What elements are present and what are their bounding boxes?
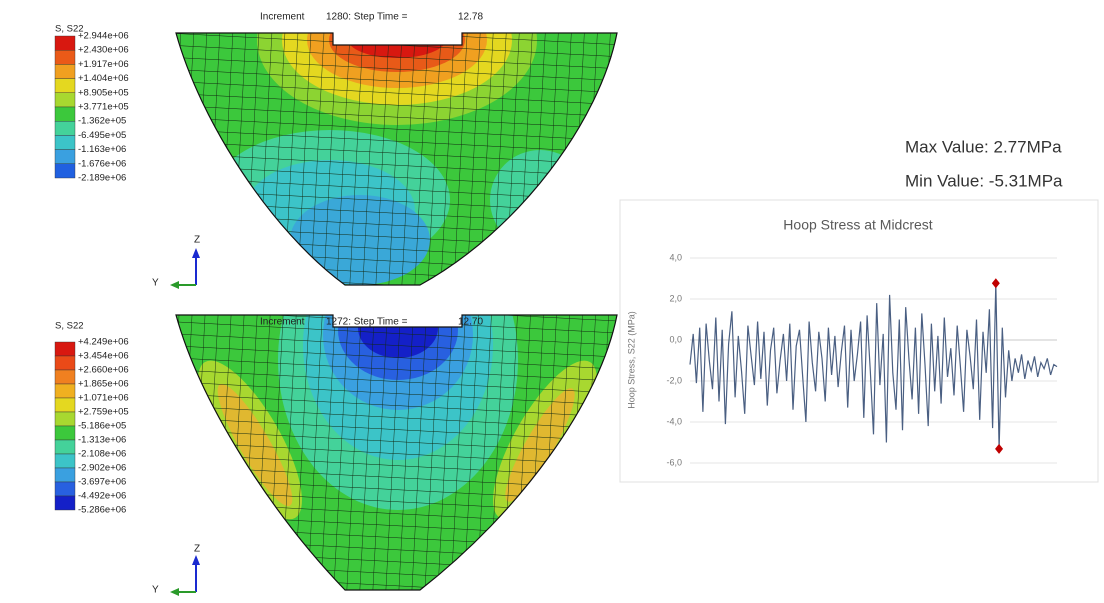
legend-swatch — [54, 50, 76, 65]
legend-swatch — [54, 425, 76, 441]
legend-swatch — [54, 481, 76, 497]
legend-label: -6.495e+05 — [78, 130, 126, 141]
max-annotation: Max Value: 2.77MPa — [905, 137, 1062, 156]
legend-swatch — [54, 106, 76, 122]
legend-swatch — [54, 149, 76, 165]
legend-label: -1.676e+06 — [78, 158, 126, 169]
contour-plot — [176, 33, 617, 285]
y-axis-label: Hoop Stress, S22 (MPa) — [626, 311, 636, 409]
legend-swatch — [54, 64, 76, 79]
legend-label: +2.660e+06 — [78, 365, 129, 376]
legend-label: +1.917e+06 — [78, 59, 129, 70]
y-tick-label: -6,0 — [666, 457, 682, 467]
chart-title: Hoop Stress at Midcrest — [783, 217, 932, 233]
dam-outline — [175, 314, 618, 591]
axis-z: Z — [194, 544, 200, 555]
legend-label: -2.189e+06 — [78, 173, 126, 184]
legend-label: -5.186e+05 — [78, 421, 126, 432]
legend-label: -5.286e+06 — [78, 505, 126, 516]
legend-label: +3.454e+06 — [78, 351, 129, 362]
legend-label: +8.905e+05 — [78, 87, 129, 98]
legend-label: +3.771e+05 — [78, 102, 129, 113]
legend-label: -4.492e+06 — [78, 491, 126, 502]
legend-label: -3.697e+06 — [78, 477, 126, 488]
legend-swatch — [54, 467, 76, 483]
axis-triad: Z Y — [152, 235, 200, 289]
legend-swatch — [54, 453, 76, 469]
y-tick-label: 0,0 — [669, 334, 682, 344]
y-tick-label: -2,0 — [666, 375, 682, 385]
legend-label: +1.865e+06 — [78, 379, 129, 390]
legend-label: -2.902e+06 — [78, 463, 126, 474]
legend-title: S, S22 — [55, 24, 84, 35]
dam-outline — [175, 32, 618, 286]
extreme-marker — [995, 443, 1004, 454]
axis-triad: Z Y — [152, 544, 200, 596]
y-tick-label: 4,0 — [669, 252, 682, 262]
legend-swatch — [54, 397, 76, 413]
legend-label: -1.362e+05 — [78, 116, 126, 127]
legend-swatch — [54, 341, 76, 357]
legend-swatch — [54, 163, 76, 179]
legend-label: +1.404e+06 — [78, 73, 129, 84]
y-tick-label: 2,0 — [669, 293, 682, 303]
step-time: 12.78 — [458, 12, 483, 23]
axis-z: Z — [194, 235, 200, 246]
legend-label: +2.944e+06 — [78, 31, 129, 42]
legend-swatch — [54, 135, 76, 150]
legend-label: +1.071e+06 — [78, 393, 129, 404]
legend-swatch — [54, 92, 76, 108]
legend-label: -1.313e+06 — [78, 435, 126, 446]
legend-swatch — [54, 35, 76, 51]
axis-y: Y — [152, 585, 159, 596]
legend-label: +4.249e+06 — [78, 337, 129, 348]
legend-label: +2.759e+05 — [78, 407, 129, 418]
legend-swatch — [54, 439, 76, 455]
increment-label: Increment — [260, 317, 305, 328]
legend-swatch — [54, 355, 76, 371]
extreme-marker — [991, 278, 1000, 289]
legend-swatch — [54, 383, 76, 399]
y-tick-label: -4,0 — [666, 416, 682, 426]
legend-label: +2.430e+06 — [78, 45, 129, 56]
increment: 1272: Step Time = — [326, 317, 408, 328]
legend-label: -2.108e+06 — [78, 449, 126, 460]
increment: 1280: Step Time = — [326, 12, 408, 23]
legend-label: -1.163e+06 — [78, 144, 126, 155]
increment-label: Increment — [260, 12, 305, 23]
legend-swatch — [54, 411, 76, 427]
step-time: 12.70 — [458, 317, 483, 328]
legend-swatch — [54, 369, 76, 385]
legend-swatch — [54, 495, 76, 511]
axis-y: Y — [152, 278, 159, 289]
legend-swatch — [54, 78, 76, 93]
legend-title: S, S22 — [55, 321, 84, 332]
min-annotation: Min Value: -5.31MPa — [905, 171, 1063, 190]
legend-swatch — [54, 120, 76, 136]
